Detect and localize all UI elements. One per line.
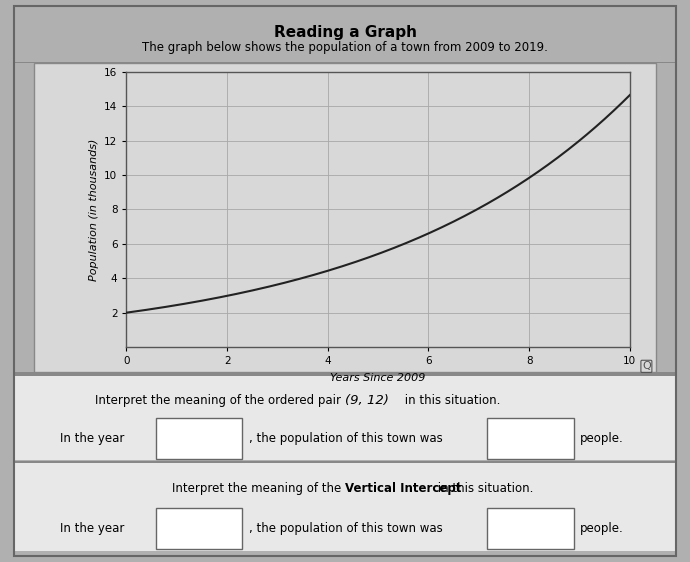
Bar — [156, 418, 242, 459]
X-axis label: Years Since 2009: Years Since 2009 — [331, 373, 426, 383]
Text: Interpret the meaning of the ordered pair: Interpret the meaning of the ordered pai… — [95, 394, 345, 407]
Bar — [156, 508, 242, 549]
Bar — [487, 418, 573, 459]
Text: , the population of this town was: , the population of this town was — [249, 522, 443, 535]
Bar — [34, 64, 656, 372]
Text: Vertical Intercept: Vertical Intercept — [345, 482, 462, 495]
Text: In the year: In the year — [60, 522, 124, 535]
Bar — [14, 372, 676, 374]
Bar — [14, 62, 676, 64]
Bar — [14, 461, 676, 551]
Text: The graph below shows the population of a town from 2009 to 2019.: The graph below shows the population of … — [142, 42, 548, 55]
Text: in this situation.: in this situation. — [435, 482, 534, 495]
Text: Reading a Graph: Reading a Graph — [273, 25, 417, 40]
Bar — [487, 508, 573, 549]
Bar — [14, 374, 676, 376]
Bar — [14, 375, 676, 460]
Text: in this situation.: in this situation. — [402, 394, 501, 407]
Text: Interpret the meaning of the: Interpret the meaning of the — [172, 482, 345, 495]
Text: people.: people. — [580, 432, 624, 445]
Bar — [14, 461, 676, 463]
Text: , the population of this town was: , the population of this town was — [249, 432, 443, 445]
Text: people.: people. — [580, 522, 624, 535]
Y-axis label: Population (in thousands): Population (in thousands) — [88, 138, 99, 280]
Text: In the year: In the year — [60, 432, 124, 445]
Text: (9, 12): (9, 12) — [345, 394, 389, 407]
Text: Q: Q — [642, 361, 651, 371]
